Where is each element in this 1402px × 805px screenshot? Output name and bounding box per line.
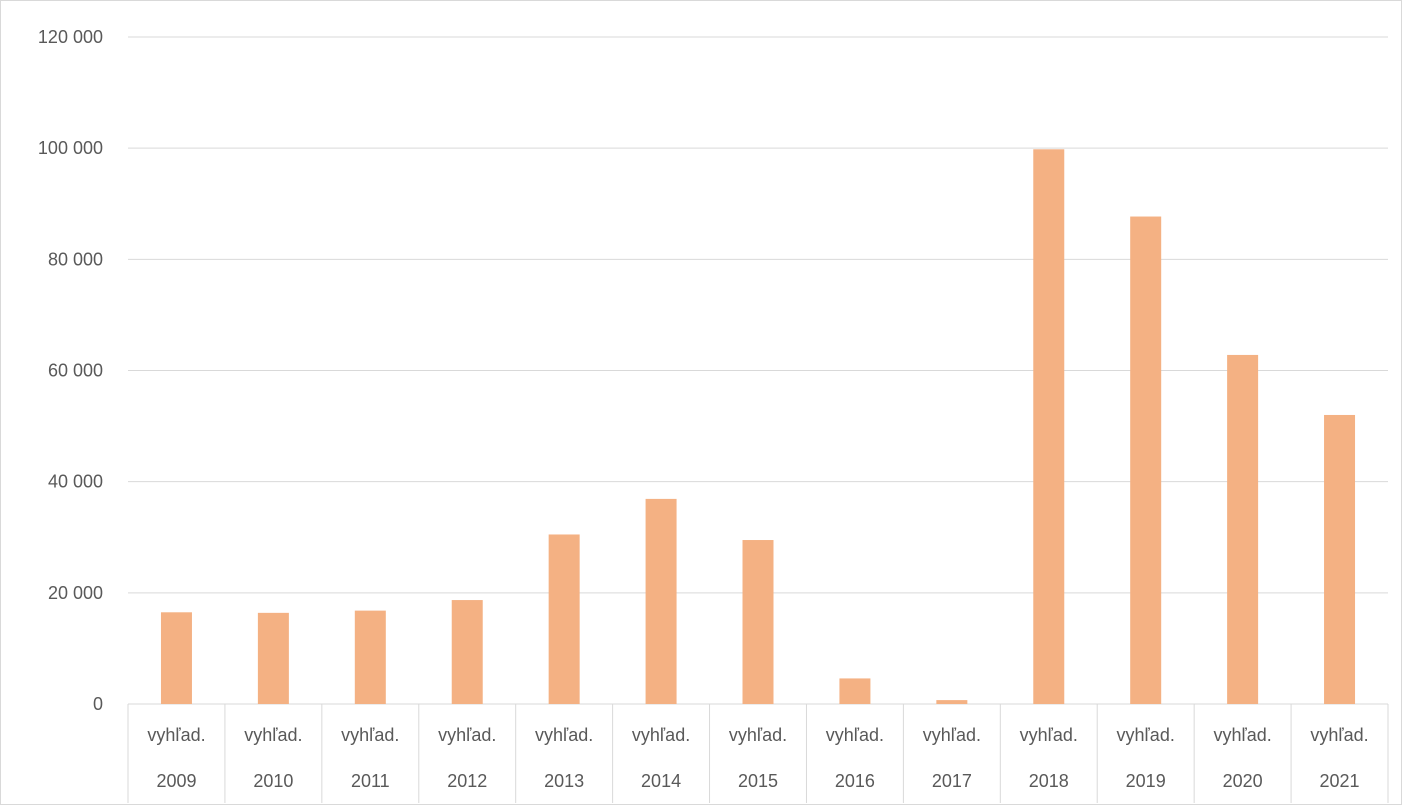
bar [160, 612, 192, 704]
x-year-label: 2016 [835, 771, 875, 791]
y-tick-label: 100 000 [38, 138, 103, 158]
gridlines [128, 36, 1388, 705]
y-axis-ticks: 0 20 000 40 000 60 000 80 000 100 000 120 000 [38, 27, 103, 714]
x-year-label: 2015 [738, 771, 778, 791]
x-year-label: 2012 [447, 771, 487, 791]
x-year-label: 2021 [1320, 771, 1360, 791]
x-sub-label: vyhľad. [1310, 725, 1368, 745]
x-year-label: 2020 [1223, 771, 1263, 791]
bar [1324, 414, 1356, 704]
x-sub-label: vyhľad. [147, 725, 205, 745]
bar [1033, 149, 1065, 705]
bar [1130, 216, 1162, 704]
x-year-label: 2014 [641, 771, 681, 791]
bar [645, 498, 677, 704]
bars [160, 149, 1356, 705]
bar [936, 700, 968, 704]
x-sub-label: vyhľad. [1117, 725, 1175, 745]
x-year-label: 2018 [1029, 771, 1069, 791]
x-year-label: 2009 [156, 771, 196, 791]
x-year-label: 2019 [1126, 771, 1166, 791]
x-sub-label: vyhľad. [632, 725, 690, 745]
y-tick-label: 60 000 [48, 361, 103, 381]
x-year-label: 2011 [351, 771, 390, 791]
bar [548, 534, 580, 704]
x-sub-label: vyhľad. [1213, 725, 1271, 745]
x-sub-label: vyhľad. [244, 725, 302, 745]
x-sub-label: vyhľad. [826, 725, 884, 745]
bar [354, 610, 386, 704]
y-tick-label: 120 000 [38, 27, 103, 47]
x-sub-label: vyhľad. [729, 725, 787, 745]
y-tick-label: 20 000 [48, 583, 103, 603]
bar [742, 540, 774, 704]
bar [257, 612, 289, 704]
bar [839, 678, 871, 704]
x-sub-label: vyhľad. [341, 725, 399, 745]
x-year-label: 2010 [253, 771, 293, 791]
y-tick-label: 0 [93, 694, 103, 714]
y-tick-label: 80 000 [48, 249, 103, 269]
x-axis: vyhľad. 2009 vyhľad. 2010 vyhľad. 2011 vyhľad.… [127, 704, 1389, 803]
x-year-label: 2013 [544, 771, 584, 791]
x-sub-label: vyhľad. [923, 725, 981, 745]
x-sub-label: vyhľad. [535, 725, 593, 745]
x-sub-label: vyhľad. [1020, 725, 1078, 745]
bar [451, 600, 483, 704]
y-tick-label: 40 000 [48, 472, 103, 492]
bar [1227, 354, 1259, 704]
x-year-label: 2017 [932, 771, 972, 791]
x-sub-label: vyhľad. [438, 725, 496, 745]
